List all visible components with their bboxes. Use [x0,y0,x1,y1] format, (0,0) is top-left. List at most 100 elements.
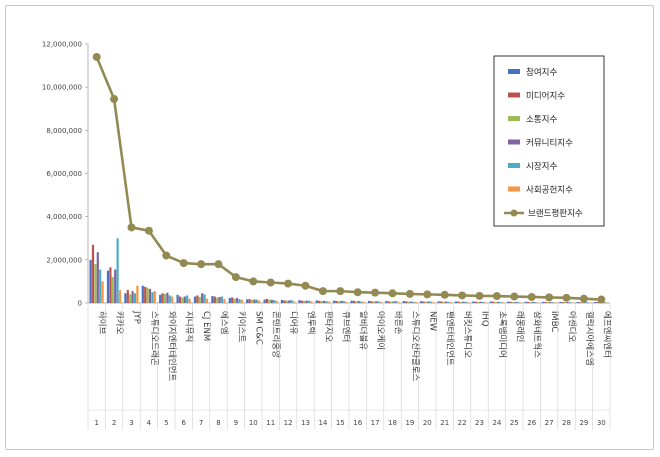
bar-사회공헌지수-13 [310,301,313,303]
brand-index-point-21 [440,290,449,299]
bar-시장지수-25 [516,301,519,303]
bar-참여지수-24 [489,301,492,303]
brand-index-point-8 [214,260,223,269]
bar-미디어지수-14 [318,300,321,303]
bar-소통지수-29 [581,302,584,303]
bar-시장지수-15 [342,301,345,303]
category-number: 5 [164,419,168,427]
bar-소통지수-8 [216,297,219,303]
bar-커뮤니티지수-7 [201,293,204,303]
bar-커뮤니티지수-23 [479,301,482,303]
bar-시장지수-6 [186,295,189,303]
bar-커뮤니티지수-4 [148,288,152,303]
brand-index-point-19 [405,289,414,298]
bar-소통지수-24 [494,301,497,303]
bar-미디어지수-12 [283,300,286,303]
bar-소통지수-10 [250,299,254,303]
category-number: 13 [301,419,310,427]
bar-참여지수-1 [89,259,92,303]
brand-index-point-23 [475,291,484,300]
bar-참여지수-10 [246,299,249,303]
category-label: iMBC [549,311,559,332]
category-number: 10 [249,419,258,427]
bar-사회공헌지수-8 [223,299,226,303]
brand-index-point-25 [510,292,519,301]
category-number: 17 [371,419,380,427]
bar-커뮤니티지수-26 [531,301,534,303]
bar-시장지수-2 [116,238,119,303]
brand-index-point-24 [492,292,501,301]
bar-커뮤니티지수-6 [183,296,186,303]
bar-소통지수-16 [355,301,358,303]
bar-시장지수-29 [586,302,589,303]
bar-커뮤니티지수-22 [462,301,465,303]
bar-커뮤니티지수-19 [409,301,413,303]
category-label: 카카오 [114,311,124,335]
category-label: 키이스트 [236,311,247,342]
bar-커뮤니티지수-18 [392,301,395,303]
bar-미디어지수-4 [144,286,147,303]
category-label: 에스엠 [219,311,230,334]
category-number: 8 [216,419,220,427]
bar-미디어지수-17 [370,301,373,303]
bar-시장지수-24 [499,301,502,303]
brand-index-point-26 [527,292,536,301]
bar-미디어지수-29 [579,302,582,303]
bar-커뮤니티지수-15 [340,300,343,303]
bar-사회공헌지수-7 [205,298,209,303]
category-number: 30 [597,419,606,427]
bar-미디어지수-23 [474,301,477,303]
bar-사회공헌지수-26 [536,302,539,303]
bar-미디어지수-18 [387,301,390,303]
bar-참여지수-4 [141,285,144,303]
category-label: IHQ [480,311,490,327]
category-number: 21 [440,419,449,427]
brand-index-point-9 [231,273,240,282]
brand-index-point-6 [179,259,188,268]
bar-미디어지수-5 [161,293,164,303]
category-label: 래몽래인 [514,311,525,342]
y-tick-label: 8,000,000 [46,127,82,135]
bar-참여지수-9 [228,298,231,303]
bar-사회공헌지수-2 [118,290,122,303]
bar-시장지수-16 [360,301,363,303]
bar-커뮤니티지수-20 [427,301,430,303]
bar-사회공헌지수-20 [432,302,435,303]
y-tick-label: 6,000,000 [46,170,82,178]
bar-사회공헌지수-4 [153,291,156,303]
bar-커뮤니티지수-17 [375,301,378,303]
category-label: 하이브 [97,311,108,335]
category-label: 스튜디오드래곤 [149,311,159,366]
bar-소통지수-9 [233,298,236,303]
bar-사회공헌지수-17 [379,301,383,303]
category-number: 28 [562,419,571,427]
y-tick-label: 12,000,000 [42,41,82,49]
bar-소통지수-26 [529,302,532,303]
bar-미디어지수-27 [544,301,547,303]
y-tick-label: 10,000,000 [42,84,82,92]
bar-소통지수-27 [546,302,549,303]
bar-소통지수-14 [320,301,323,303]
bar-커뮤니티지수-13 [305,300,308,303]
category-label: 갤럭시아에스엠 [584,311,595,366]
bar-소통지수-19 [407,301,410,303]
category-number: 24 [492,419,501,427]
bar-참여지수-3 [124,293,127,303]
bar-소통지수-6 [181,297,184,303]
bar-소통지수-15 [337,301,341,303]
bar-시장지수-7 [203,294,206,303]
bar-참여지수-21 [437,301,440,303]
legend-swatch [508,139,520,145]
bar-사회공헌지수-19 [414,302,417,303]
bar-소통지수-21 [442,301,445,303]
category-number: 2 [112,419,116,427]
category-label: 아센디오 [567,311,578,342]
category-label: 초록뱀미디어 [497,311,508,358]
legend-label: 소통지수 [526,115,557,125]
bar-사회공헌지수-30 [606,302,609,303]
bar-커뮤니티지수-10 [253,299,256,303]
brand-index-point-10 [249,277,258,286]
category-label: 큐브엔터 [340,311,351,342]
bar-미디어지수-24 [492,301,495,303]
category-number: 6 [181,419,186,427]
